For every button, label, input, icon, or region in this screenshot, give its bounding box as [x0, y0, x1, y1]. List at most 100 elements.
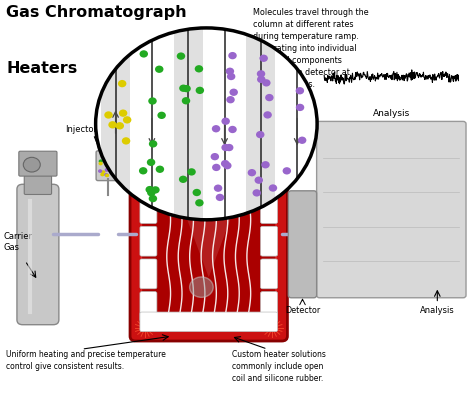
Circle shape: [190, 277, 213, 297]
Circle shape: [225, 144, 233, 151]
Circle shape: [105, 158, 109, 162]
Circle shape: [147, 159, 155, 166]
Circle shape: [221, 160, 229, 167]
Polygon shape: [174, 18, 202, 229]
Circle shape: [228, 126, 237, 133]
Circle shape: [99, 159, 103, 163]
Circle shape: [247, 169, 256, 176]
Text: Column: Column: [140, 48, 173, 57]
Circle shape: [253, 189, 261, 196]
Circle shape: [123, 116, 131, 124]
Text: Analysis: Analysis: [373, 109, 410, 118]
Circle shape: [119, 109, 128, 117]
FancyBboxPatch shape: [140, 259, 157, 289]
Circle shape: [212, 164, 220, 171]
Circle shape: [108, 162, 112, 165]
Polygon shape: [157, 140, 260, 277]
FancyBboxPatch shape: [261, 292, 277, 321]
Circle shape: [228, 52, 237, 59]
Circle shape: [255, 176, 263, 184]
FancyBboxPatch shape: [261, 226, 277, 256]
FancyBboxPatch shape: [140, 292, 157, 321]
Circle shape: [226, 67, 234, 75]
Circle shape: [99, 162, 103, 165]
Text: Analysis: Analysis: [420, 305, 455, 314]
Circle shape: [179, 175, 187, 183]
Circle shape: [296, 87, 304, 95]
Circle shape: [149, 195, 157, 202]
Polygon shape: [137, 18, 166, 229]
FancyBboxPatch shape: [140, 194, 157, 224]
FancyBboxPatch shape: [261, 161, 277, 191]
Text: Molecules travel through the
column at different rates
during temperature ramp.
: Molecules travel through the column at d…: [254, 7, 369, 90]
Circle shape: [261, 161, 270, 169]
Circle shape: [100, 173, 104, 176]
Circle shape: [151, 186, 160, 194]
Circle shape: [110, 162, 115, 166]
Circle shape: [216, 194, 224, 201]
Circle shape: [283, 167, 291, 175]
Circle shape: [229, 89, 238, 96]
Circle shape: [116, 122, 124, 129]
Circle shape: [155, 66, 164, 73]
Text: Injector: Injector: [65, 125, 97, 134]
Circle shape: [118, 80, 127, 87]
FancyBboxPatch shape: [288, 191, 317, 298]
FancyBboxPatch shape: [317, 121, 466, 298]
Circle shape: [23, 157, 40, 172]
Circle shape: [98, 169, 102, 173]
Circle shape: [104, 111, 113, 119]
Circle shape: [259, 55, 268, 62]
FancyBboxPatch shape: [140, 226, 157, 256]
Circle shape: [221, 118, 230, 125]
Circle shape: [182, 97, 190, 104]
Circle shape: [221, 144, 230, 151]
Circle shape: [265, 94, 273, 101]
Circle shape: [182, 85, 191, 92]
FancyBboxPatch shape: [130, 135, 287, 341]
Circle shape: [226, 96, 235, 104]
Circle shape: [269, 185, 277, 192]
FancyBboxPatch shape: [19, 151, 57, 176]
Circle shape: [149, 140, 157, 148]
Circle shape: [139, 167, 147, 174]
FancyBboxPatch shape: [261, 259, 277, 289]
Circle shape: [105, 173, 109, 177]
Circle shape: [109, 121, 117, 129]
Circle shape: [147, 189, 155, 196]
FancyBboxPatch shape: [96, 151, 119, 180]
Polygon shape: [246, 18, 275, 229]
Circle shape: [223, 162, 232, 169]
Circle shape: [122, 137, 130, 145]
FancyBboxPatch shape: [140, 312, 277, 332]
Circle shape: [101, 170, 105, 174]
Text: Heaters: Heaters: [6, 60, 77, 76]
Polygon shape: [210, 18, 239, 229]
Circle shape: [212, 125, 220, 132]
Circle shape: [262, 79, 271, 87]
Text: Carrier
Gas: Carrier Gas: [4, 232, 33, 252]
FancyBboxPatch shape: [140, 161, 157, 191]
Circle shape: [104, 155, 108, 159]
Circle shape: [105, 168, 109, 172]
Text: Detector: Detector: [285, 305, 320, 314]
Circle shape: [139, 50, 148, 58]
FancyBboxPatch shape: [24, 175, 52, 194]
Circle shape: [257, 76, 265, 83]
Circle shape: [298, 136, 306, 144]
Circle shape: [264, 111, 272, 119]
FancyBboxPatch shape: [261, 194, 277, 224]
Circle shape: [210, 153, 219, 160]
Circle shape: [104, 154, 108, 158]
Circle shape: [195, 199, 204, 206]
Circle shape: [148, 97, 157, 105]
Text: Custom heater solutions
commonly include open
coil and silicone rubber.: Custom heater solutions commonly include…: [232, 351, 326, 383]
Text: Gas Chromatograph: Gas Chromatograph: [6, 5, 187, 21]
Polygon shape: [283, 18, 311, 229]
Circle shape: [214, 185, 222, 192]
FancyBboxPatch shape: [141, 148, 276, 328]
Circle shape: [256, 131, 264, 138]
Circle shape: [179, 85, 188, 92]
Circle shape: [257, 70, 265, 78]
Circle shape: [296, 104, 304, 111]
